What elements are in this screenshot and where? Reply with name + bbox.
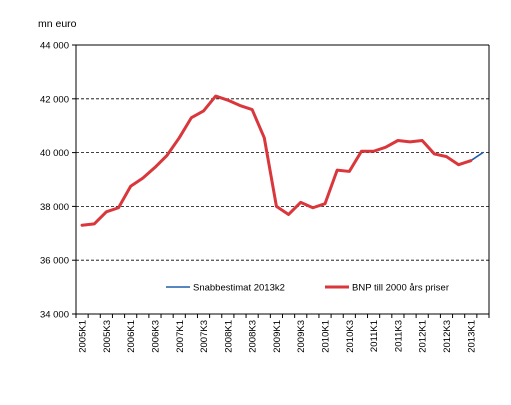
series-line-snabbestimat — [469, 151, 484, 162]
y-tick-label: 38 000 — [40, 202, 69, 213]
x-tick-label: 2010K1 — [321, 320, 332, 353]
x-tick-label: 2009K3 — [296, 320, 307, 353]
x-tick-label: 2008K3 — [248, 320, 259, 353]
y-tick-label: 44 000 — [40, 41, 69, 52]
legend-entry-label: Snabbestimat 2013k2 — [193, 283, 285, 294]
y-tick-label: 40 000 — [40, 148, 69, 159]
x-tick-label: 2006K3 — [150, 320, 161, 353]
x-tick-label: 2005K1 — [78, 320, 89, 353]
x-tick-label: 2013K1 — [466, 320, 477, 353]
x-tick-label: 2011K1 — [369, 320, 380, 352]
x-tick-label: 2008K1 — [223, 320, 234, 353]
grid-lines — [76, 98, 489, 261]
x-tick-label: 2007K3 — [199, 320, 210, 353]
y-axis-unit-label: mn euro — [38, 18, 77, 30]
series-line-bnp — [80, 94, 473, 227]
legend-entry-label: BNP till 2000 års priser — [352, 283, 449, 294]
y-tick-label: 34 000 — [40, 310, 69, 321]
axes: 34 000 36 000 38 000 40 000 42 000 44 000 2005… — [40, 41, 490, 353]
x-tick-label: 2010K3 — [345, 320, 356, 353]
x-tick-label: 2012K1 — [418, 320, 429, 353]
y-tick-label: 42 000 — [40, 94, 69, 105]
x-tick-label: 2005K3 — [102, 320, 113, 353]
legend: Snabbestimat 2013k2 BNP till 2000 års pri… — [166, 283, 449, 294]
series-lines — [80, 94, 484, 227]
y-tick-label: 36 000 — [40, 256, 69, 267]
x-tick-label: 2011K3 — [393, 320, 404, 352]
x-tick-label: 2009K1 — [272, 320, 283, 353]
x-tick-label: 2007K1 — [175, 320, 186, 353]
x-tick-label: 2012K3 — [442, 320, 453, 353]
x-tick-label: 2006K1 — [126, 320, 137, 353]
